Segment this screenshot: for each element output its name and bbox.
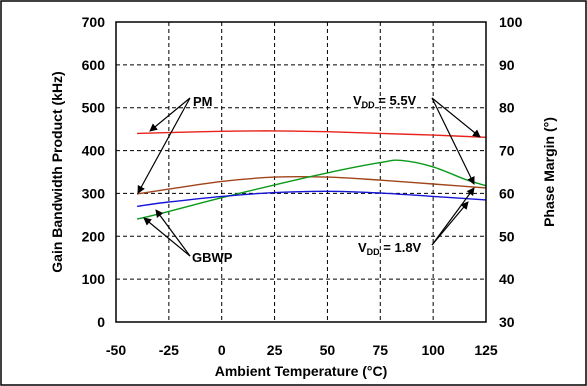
series-layer xyxy=(136,130,487,220)
gbwp-pointer-blue xyxy=(155,209,191,257)
pm-pointer-red xyxy=(149,97,191,132)
vdd-low-label: VDD = 1.8V xyxy=(358,240,422,257)
x-tick-label: 75 xyxy=(372,342,388,358)
y-tick-label: 200 xyxy=(82,228,106,244)
gbwp-label: GBWP xyxy=(192,250,233,265)
y-tick-label: 0 xyxy=(97,314,105,330)
y2-tick-label: 60 xyxy=(499,185,515,201)
grid xyxy=(116,22,486,322)
x-tick-label: -50 xyxy=(106,342,126,358)
pm-label: PM xyxy=(193,94,213,109)
vdd-low-pointer-blue xyxy=(431,201,469,246)
pm-pointer-brown xyxy=(137,97,191,194)
vdd-high-label: VDD = 5.5V xyxy=(353,93,417,110)
y-tick-label: 300 xyxy=(82,185,106,201)
y-tick-label: 600 xyxy=(82,57,106,73)
tick-labels: -50 -25 0 25 50 75 100 125 0 100 200 300 400 500 600 70… xyxy=(82,14,523,358)
vdd-high-pointer-red xyxy=(431,97,481,138)
y2-tick-label: 80 xyxy=(499,100,515,116)
gbwp-pointer-green xyxy=(143,217,191,257)
vdd-high-pointer-green xyxy=(431,97,475,185)
x-tick-label: 50 xyxy=(320,342,336,358)
plot-area xyxy=(115,21,487,323)
y-axis-title: Gain Bandwidth Product (kHz) xyxy=(49,71,65,272)
series-line-4 xyxy=(137,190,487,207)
vdd-low-pointer-brown xyxy=(431,187,475,246)
y2-tick-label: 30 xyxy=(499,314,515,330)
vdd-low-main: V xyxy=(358,240,367,255)
vdd-low-sub: DD xyxy=(367,247,380,257)
x-tick-label: -25 xyxy=(159,342,179,358)
y2-tick-label: 100 xyxy=(499,14,523,30)
series-line-2 xyxy=(136,175,487,195)
y-tick-label: 500 xyxy=(82,100,106,116)
x-tick-label: 25 xyxy=(267,342,283,358)
x-axis-title: Ambient Temperature (°C) xyxy=(215,363,388,379)
y2-tick-label: 90 xyxy=(499,57,515,73)
series-line-3 xyxy=(136,159,487,220)
y-tick-label: 100 xyxy=(82,271,106,287)
y2-tick-label: 50 xyxy=(499,228,515,244)
y2-tick-label: 70 xyxy=(499,143,515,159)
series-line-1 xyxy=(137,130,487,138)
vdd-low-rest: = 1.8V xyxy=(380,240,422,255)
x-tick-label: 100 xyxy=(421,342,445,358)
y2-axis-title: Phase Margin (°) xyxy=(541,117,557,227)
y2-tick-label: 40 xyxy=(499,271,515,287)
vdd-high-main: V xyxy=(353,93,362,108)
vdd-high-rest: = 5.5V xyxy=(375,93,417,108)
vdd-high-sub: DD xyxy=(362,100,375,110)
x-tick-label: 125 xyxy=(474,342,498,358)
x-tick-label: 0 xyxy=(218,342,226,358)
y-tick-label: 400 xyxy=(82,143,106,159)
y-tick-label: 700 xyxy=(82,14,106,30)
